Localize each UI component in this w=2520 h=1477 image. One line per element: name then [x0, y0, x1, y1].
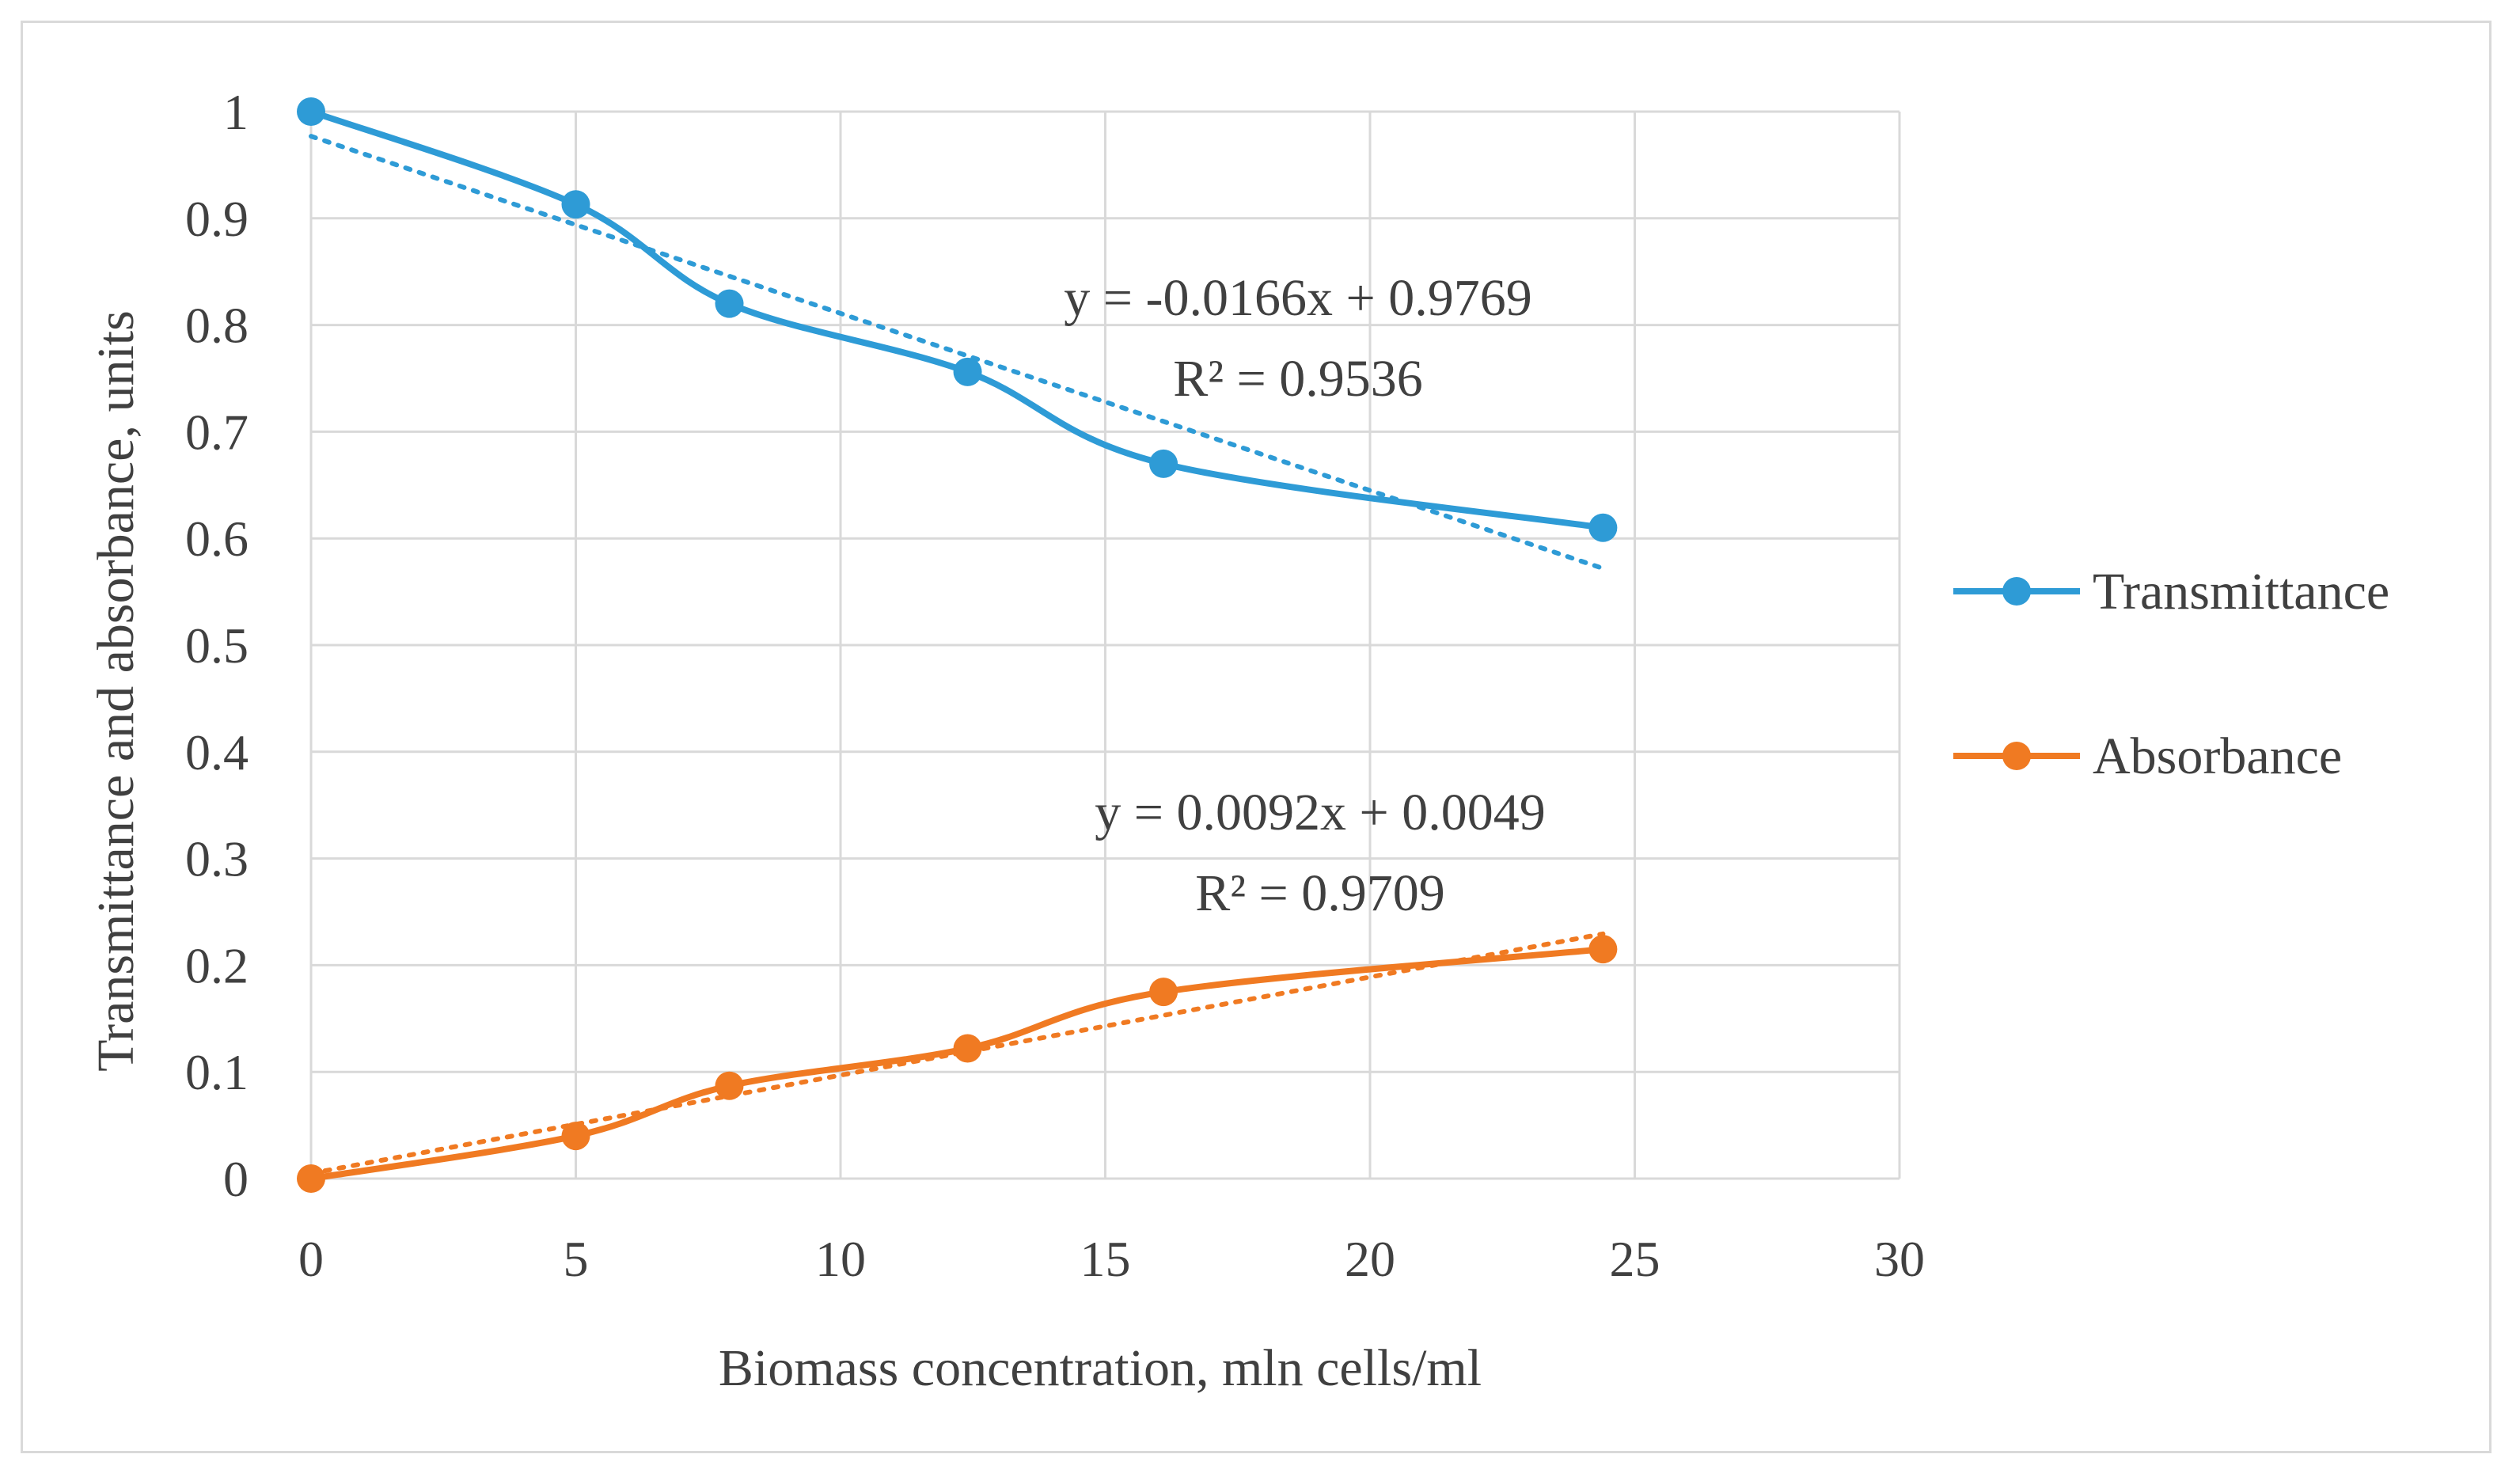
y-tick-label: 0.4 [185, 724, 249, 780]
data-point-absorbance [297, 1164, 325, 1193]
x-tick-label: 30 [1874, 1231, 1925, 1287]
data-point-absorbance [561, 1122, 590, 1151]
data-point-transmittance [715, 289, 744, 318]
trendline-equation-transmittance: y = -0.0166x + 0.9769 [1064, 269, 1531, 327]
series-points [297, 97, 1618, 1193]
y-tick-label: 0.1 [185, 1044, 249, 1100]
y-tick-labels: 0 0.1 0.2 0.3 0.4 0.5 0.6 0.7 0.8 0.9 1 [185, 84, 249, 1207]
gridlines [309, 110, 1901, 1180]
x-tick-label: 15 [1080, 1231, 1131, 1287]
data-point-absorbance [953, 1034, 982, 1063]
y-tick-label: 0.6 [185, 511, 249, 567]
trendline-equation-absorbance: y = 0.0092x + 0.0049 [1095, 784, 1545, 841]
x-tick-labels: 0 5 10 15 20 25 30 [298, 1231, 1925, 1287]
x-axis-title: Biomass concentration, mln cells/ml [719, 1339, 1482, 1397]
data-point-transmittance [953, 357, 982, 386]
y-tick-label: 0.5 [185, 617, 249, 674]
trendline-r2-absorbance: R² = 0.9709 [1195, 864, 1445, 922]
series-line-transmittance [309, 108, 1603, 531]
legend-label-absorbance: Absorbance [2093, 727, 2342, 785]
series-lines [309, 108, 1603, 1182]
y-tick-label: 0.3 [185, 831, 249, 887]
legend-marker-absorbance [2002, 742, 2031, 770]
data-point-transmittance [297, 97, 325, 126]
legend-marker-transmittance [2002, 577, 2031, 606]
y-tick-label: 0 [223, 1151, 249, 1207]
y-tick-label: 0.7 [185, 404, 249, 460]
y-axis-title: Transmittance and absorbance, units [87, 310, 145, 1072]
legend: Transmittance Absorbance [1953, 563, 2389, 785]
x-tick-label: 0 [298, 1231, 324, 1287]
y-tick-label: 0.9 [185, 191, 249, 247]
trendline-transmittance [309, 134, 1606, 571]
x-tick-label: 25 [1610, 1231, 1660, 1287]
trendline-r2-transmittance: R² = 0.9536 [1173, 350, 1423, 408]
legend-label-transmittance: Transmittance [2093, 563, 2389, 621]
chart-frame [21, 21, 2492, 1453]
data-point-transmittance [1588, 513, 1618, 542]
x-tick-label: 5 [564, 1231, 589, 1287]
x-tick-label: 10 [815, 1231, 866, 1287]
y-tick-label: 1 [223, 84, 249, 140]
data-point-absorbance [1588, 935, 1618, 964]
x-tick-label: 20 [1345, 1231, 1395, 1287]
series-line-absorbance [310, 946, 1603, 1182]
data-point-absorbance [715, 1071, 744, 1100]
y-tick-label: 0.2 [185, 937, 249, 993]
y-tick-label: 0.8 [185, 298, 249, 354]
data-point-transmittance [561, 190, 590, 219]
data-point-transmittance [1149, 449, 1178, 478]
data-point-absorbance [1149, 978, 1178, 1007]
